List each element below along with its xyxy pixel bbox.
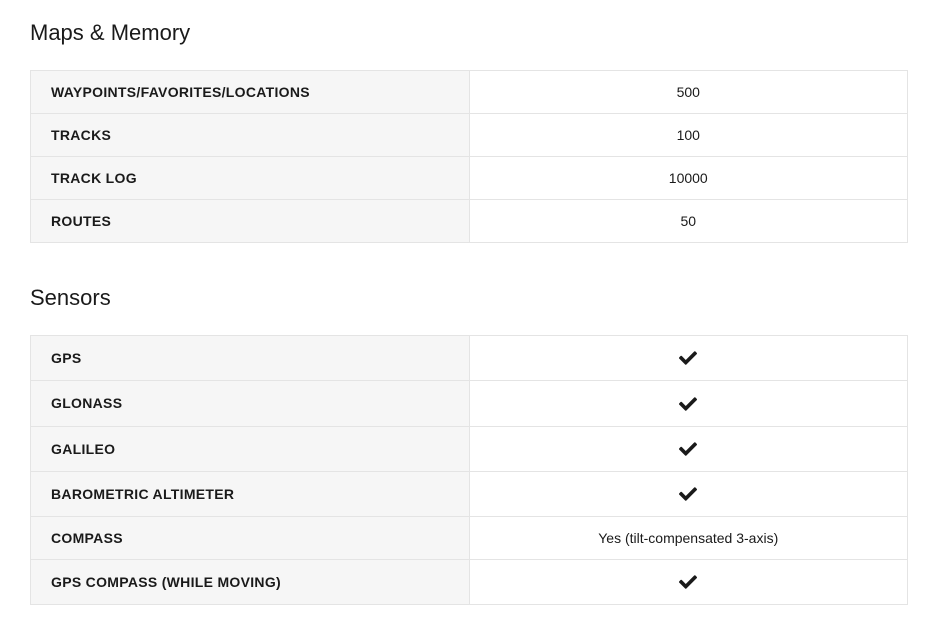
spec-value: 10000	[469, 157, 908, 200]
spec-value	[469, 336, 908, 381]
spec-label: GLONASS	[31, 381, 470, 426]
spec-value: 100	[469, 114, 908, 157]
spec-label: ROUTES	[31, 200, 470, 243]
check-icon	[679, 485, 697, 503]
check-icon	[679, 440, 697, 458]
spec-value	[469, 471, 908, 516]
spec-label: GPS COMPASS (WHILE MOVING)	[31, 560, 470, 605]
spec-label: COMPASS	[31, 517, 470, 560]
spec-value: 500	[469, 71, 908, 114]
table-row: GPS COMPASS (WHILE MOVING)	[31, 560, 908, 605]
table-row: COMPASSYes (tilt-compensated 3-axis)	[31, 517, 908, 560]
spec-table: WAYPOINTS/FAVORITES/LOCATIONS500TRACKS10…	[30, 70, 908, 243]
spec-label: GALILEO	[31, 426, 470, 471]
spec-label: TRACKS	[31, 114, 470, 157]
spec-label: WAYPOINTS/FAVORITES/LOCATIONS	[31, 71, 470, 114]
spec-table: GPSGLONASSGALILEOBAROMETRIC ALTIMETERCOM…	[30, 335, 908, 605]
table-row: WAYPOINTS/FAVORITES/LOCATIONS500	[31, 71, 908, 114]
spec-label: TRACK LOG	[31, 157, 470, 200]
section-title: Maps & Memory	[30, 20, 908, 46]
table-row: BAROMETRIC ALTIMETER	[31, 471, 908, 516]
table-row: GPS	[31, 336, 908, 381]
check-icon	[679, 349, 697, 367]
check-icon	[679, 395, 697, 413]
table-row: ROUTES50	[31, 200, 908, 243]
section-title: Sensors	[30, 285, 908, 311]
check-icon	[679, 573, 697, 591]
spec-label: GPS	[31, 336, 470, 381]
table-row: TRACK LOG10000	[31, 157, 908, 200]
spec-value: Yes (tilt-compensated 3-axis)	[469, 517, 908, 560]
spec-value	[469, 426, 908, 471]
spec-label: BAROMETRIC ALTIMETER	[31, 471, 470, 516]
spec-value	[469, 381, 908, 426]
table-row: TRACKS100	[31, 114, 908, 157]
spec-value: 50	[469, 200, 908, 243]
table-row: GLONASS	[31, 381, 908, 426]
table-row: GALILEO	[31, 426, 908, 471]
spec-value	[469, 560, 908, 605]
